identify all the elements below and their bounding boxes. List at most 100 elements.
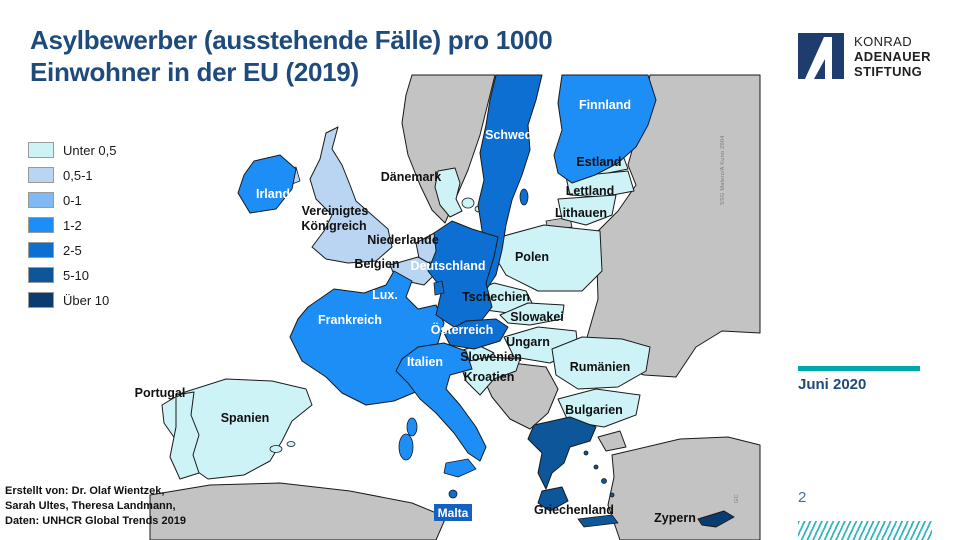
label-luxemburg: Lux.	[372, 288, 398, 302]
country-shape-finnland	[553, 74, 657, 184]
legend-swatch-under05	[28, 142, 54, 158]
kas-logo-line3: STIFTUNG	[854, 64, 923, 79]
country-shape-sizilien	[443, 458, 477, 478]
country-shape-spanien	[161, 378, 313, 480]
country-shape-aegean-island4	[609, 492, 615, 498]
label-ungarn: Ungarn	[506, 335, 550, 349]
region-shape-north-africa	[149, 482, 447, 540]
label-italien: Italien	[407, 355, 443, 369]
label-malta: Malta	[438, 506, 469, 520]
label-oesterreich: Österreich	[431, 322, 494, 337]
country-shape-balearen2	[286, 441, 296, 447]
legend-swatch-2-5	[28, 242, 54, 258]
country-shape-oesterreich	[443, 318, 509, 350]
europe-map: Irland Vereinigtes Königreich Dänemark S…	[135, 74, 761, 540]
legend-swatch-5-10	[28, 267, 54, 283]
legend-item: 5-10	[28, 267, 116, 283]
country-shape-irland	[237, 154, 297, 214]
country-shape-gotland	[519, 188, 529, 206]
legend-item: Über 10	[28, 292, 116, 308]
map-attribution-2: GC	[734, 494, 740, 503]
legend-label: 5-10	[63, 267, 90, 283]
label-portugal: Portugal	[135, 386, 186, 400]
country-shape-aegean-island	[583, 450, 589, 456]
label-zypern: Zypern	[654, 511, 696, 525]
legend-label: 2-5	[63, 242, 82, 258]
page-number: 2	[798, 489, 807, 506]
label-spanien: Spanien	[221, 411, 270, 425]
malta-badge	[434, 504, 472, 521]
legend-item: 0-1	[28, 192, 116, 208]
hatch-decoration	[798, 521, 932, 540]
label-vereinigtes-koenigreich-1: Vereinigtes	[302, 204, 369, 218]
region-shape-turkey-thrace	[597, 430, 627, 452]
region-shape-norway	[401, 74, 496, 224]
kas-logo-text: KONRAD ADENAUER STIFTUNG	[854, 33, 931, 79]
country-shape-aegean-island2	[593, 464, 599, 470]
label-slowakei: Slowakei	[510, 310, 564, 324]
country-shape-slowakei	[499, 302, 565, 326]
page-title: Asylbewerber (ausstehende Fälle) pro 100…	[30, 24, 553, 88]
label-niederlande: Niederlande	[367, 233, 439, 247]
country-shape-aegean-island3	[601, 478, 607, 484]
kas-logo: KONRAD ADENAUER STIFTUNG	[798, 33, 931, 79]
legend-label: Unter 0,5	[63, 142, 117, 158]
country-shape-griechenland	[527, 416, 597, 512]
page-title-line1: Asylbewerber (ausstehende Fälle) pro 100…	[30, 25, 553, 55]
credits: Erstellt von: Dr. Olaf Wientzek, Sarah U…	[5, 484, 186, 529]
legend-swatch-0-1	[28, 192, 54, 208]
label-polen: Polen	[515, 250, 549, 264]
legend-swatch-05-1	[28, 167, 54, 183]
country-shape-kreta	[577, 514, 619, 528]
kas-logo-a-glyph	[805, 37, 832, 79]
map-attribution: SSG Malero/A Kuno 2004	[720, 135, 726, 205]
legend-item: 2-5	[28, 242, 116, 258]
legend-label: Über 10	[63, 292, 110, 308]
label-griechenland: Griechenland	[534, 503, 614, 517]
legend: Unter 0,5 0,5-1 0-1 1-2 2-5 5-10 Über 10	[28, 142, 116, 317]
kas-logo-line2: ADENAUER	[854, 49, 931, 64]
country-shape-korsika	[406, 417, 418, 437]
label-schweden: Schweden	[485, 128, 547, 142]
europe-map-svg: Irland Vereinigtes Königreich Dänemark S…	[135, 74, 761, 540]
label-irland: Irland	[256, 187, 290, 201]
kas-logo-icon	[798, 33, 844, 79]
page-title-line2: Einwohner in der EU (2019)	[30, 57, 359, 87]
country-shape-luxemburg	[433, 280, 445, 296]
label-deutschland: Deutschland	[410, 259, 485, 273]
label-kroatien: Kroatien	[464, 370, 515, 384]
region-shape-balkans	[481, 362, 559, 430]
country-shape-lithauen	[557, 194, 617, 226]
legend-item: Unter 0,5	[28, 142, 116, 158]
country-shape-zypern	[697, 510, 735, 528]
legend-label: 1-2	[63, 217, 82, 233]
legend-item: 1-2	[28, 217, 116, 233]
credits-line2: Sarah Ultes, Theresa Landmann,	[5, 500, 176, 512]
legend-item: 0,5-1	[28, 167, 116, 183]
country-shape-italien	[395, 342, 487, 462]
teal-rule	[798, 366, 920, 371]
country-shape-rumaenien	[551, 336, 651, 390]
country-shape-daenemark	[434, 167, 463, 218]
label-tschechien: Tschechien	[462, 290, 530, 304]
label-frankreich: Frankreich	[318, 313, 382, 327]
country-shape-sardinien	[398, 433, 414, 461]
country-shape-malta	[448, 489, 458, 499]
label-daenemark: Dänemark	[381, 170, 441, 184]
kas-logo-line1: KONRAD	[854, 34, 913, 49]
date-label: Juni 2020	[798, 376, 867, 393]
legend-label: 0,5-1	[63, 167, 93, 183]
legend-swatch-1-2	[28, 217, 54, 233]
country-shape-portugal	[169, 391, 200, 480]
label-bulgarien: Bulgarien	[565, 403, 623, 417]
country-shape-vereinigtes-koenigreich	[309, 126, 393, 264]
label-rumaenien: Rumänien	[570, 360, 630, 374]
label-lettland: Lettland	[566, 184, 615, 198]
country-shape-kroatien	[459, 356, 521, 396]
credits-line1: Erstellt von: Dr. Olaf Wientzek,	[5, 485, 165, 497]
legend-label: 0-1	[63, 192, 82, 208]
label-lithauen: Lithauen	[555, 206, 607, 220]
label-estland: Estland	[576, 155, 621, 169]
label-finnland: Finnland	[579, 98, 631, 112]
